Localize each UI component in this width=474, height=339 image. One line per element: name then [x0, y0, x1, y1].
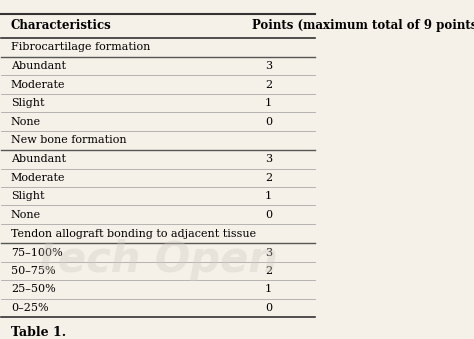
Text: Abundant: Abundant — [11, 61, 66, 71]
Text: Table 1.: Table 1. — [11, 326, 66, 339]
Text: tech Open: tech Open — [38, 239, 278, 281]
Text: 1: 1 — [265, 98, 272, 108]
Text: 0: 0 — [265, 303, 272, 313]
Text: None: None — [11, 117, 41, 126]
Text: 1: 1 — [265, 191, 272, 201]
Text: Points (maximum total of 9 points): Points (maximum total of 9 points) — [253, 19, 474, 33]
Text: 3: 3 — [265, 61, 272, 71]
Text: None: None — [11, 210, 41, 220]
Text: 0: 0 — [265, 117, 272, 126]
Text: Slight: Slight — [11, 191, 44, 201]
Text: 1: 1 — [265, 284, 272, 295]
Text: Slight: Slight — [11, 98, 44, 108]
Text: 75–100%: 75–100% — [11, 247, 63, 258]
Text: 2: 2 — [265, 173, 272, 183]
Text: 2: 2 — [265, 266, 272, 276]
Text: 0–25%: 0–25% — [11, 303, 48, 313]
Text: 3: 3 — [265, 247, 272, 258]
Text: Characteristics: Characteristics — [11, 19, 111, 33]
Text: Tendon allograft bonding to adjacent tissue: Tendon allograft bonding to adjacent tis… — [11, 228, 256, 239]
Text: 50–75%: 50–75% — [11, 266, 55, 276]
Text: 0: 0 — [265, 210, 272, 220]
Text: New bone formation: New bone formation — [11, 136, 127, 145]
Text: 2: 2 — [265, 80, 272, 90]
Text: Abundant: Abundant — [11, 154, 66, 164]
Text: Fibrocartilage formation: Fibrocartilage formation — [11, 42, 150, 52]
Text: 3: 3 — [265, 154, 272, 164]
Text: Moderate: Moderate — [11, 173, 65, 183]
Text: Moderate: Moderate — [11, 80, 65, 90]
Text: 25–50%: 25–50% — [11, 284, 55, 295]
